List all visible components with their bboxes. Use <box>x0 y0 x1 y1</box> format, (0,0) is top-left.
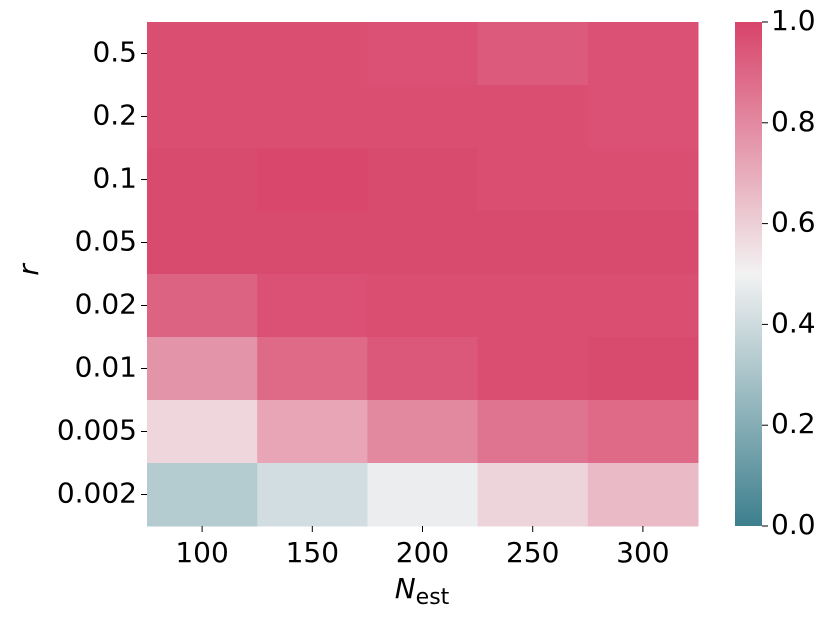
y-tick-label: 0.05 <box>75 225 137 258</box>
heatmap-cell <box>257 211 368 275</box>
heatmap-cell <box>257 337 368 401</box>
colorbar-tick-label: 0.2 <box>771 407 816 440</box>
heatmap-cell <box>147 337 258 401</box>
heatmap-cell <box>367 148 479 212</box>
x-tick-label: 100 <box>175 536 228 569</box>
heatmap-cell <box>477 22 589 86</box>
heatmap-cell <box>367 211 479 275</box>
heatmap-cell <box>367 274 479 338</box>
x-tick-label: 300 <box>616 536 669 569</box>
heatmap-cell <box>257 400 368 464</box>
heatmap-cell <box>147 400 258 464</box>
y-tick-label: 0.5 <box>92 36 137 69</box>
heatmap-cell <box>477 400 589 464</box>
heatmap-cell <box>257 274 368 338</box>
heatmap-cell <box>257 22 368 86</box>
heatmap-cell <box>477 463 589 527</box>
y-tick-label: 0.2 <box>92 99 137 132</box>
heatmap-cell <box>367 85 479 149</box>
heatmap-cell <box>257 148 368 212</box>
y-tick-label: 0.01 <box>75 351 137 384</box>
y-axis-label: r <box>12 263 45 276</box>
heatmap-cell <box>587 274 699 338</box>
y-tick-label: 0.02 <box>75 288 137 321</box>
heatmap-cell <box>587 337 699 401</box>
heatmap-cell <box>477 211 589 275</box>
heatmap-cell <box>367 22 479 86</box>
x-tick-label: 250 <box>506 536 559 569</box>
heatmap-cell <box>587 148 699 212</box>
heatmap-cell <box>147 274 258 338</box>
y-tick-label: 0.1 <box>92 162 137 195</box>
heatmap-cell <box>367 400 479 464</box>
y-tick-label: 0.005 <box>57 414 137 447</box>
heatmap-cell <box>477 274 589 338</box>
heatmap-cell <box>147 22 258 86</box>
colorbar-tick-label: 0.4 <box>771 306 816 339</box>
colorbar-tick-label: 0.0 <box>771 508 816 541</box>
heatmap-cell <box>257 463 368 527</box>
heatmap-cell <box>587 22 699 86</box>
colorbar-tick-label: 0.8 <box>771 105 816 138</box>
x-axis-label-main: N <box>395 572 416 605</box>
heatmap-cell <box>257 85 368 149</box>
colorbar-tick-label: 1.0 <box>771 4 816 37</box>
heatmap-cell <box>587 463 699 527</box>
x-axis-label-sub: est <box>416 585 450 610</box>
heatmap-cell <box>477 85 589 149</box>
heatmap-cell <box>147 463 258 527</box>
heatmap-cell <box>147 148 258 212</box>
x-tick-label: 150 <box>286 536 339 569</box>
heatmap-cell <box>587 85 699 149</box>
heatmap-cell <box>477 148 589 212</box>
x-axis-label: Nest <box>395 572 450 610</box>
colorbar <box>735 22 762 526</box>
colorbar-tick-label: 0.6 <box>771 206 816 239</box>
heatmap-cell <box>587 400 699 464</box>
heatmap-cell <box>147 211 258 275</box>
y-tick-label: 0.002 <box>57 477 137 510</box>
x-tick-label: 200 <box>396 536 449 569</box>
heatmap-cell <box>147 85 258 149</box>
heatmap-cell <box>587 211 699 275</box>
heatmap-cell <box>477 337 589 401</box>
heatmap-cell <box>367 463 479 527</box>
heatmap-cell <box>367 337 479 401</box>
